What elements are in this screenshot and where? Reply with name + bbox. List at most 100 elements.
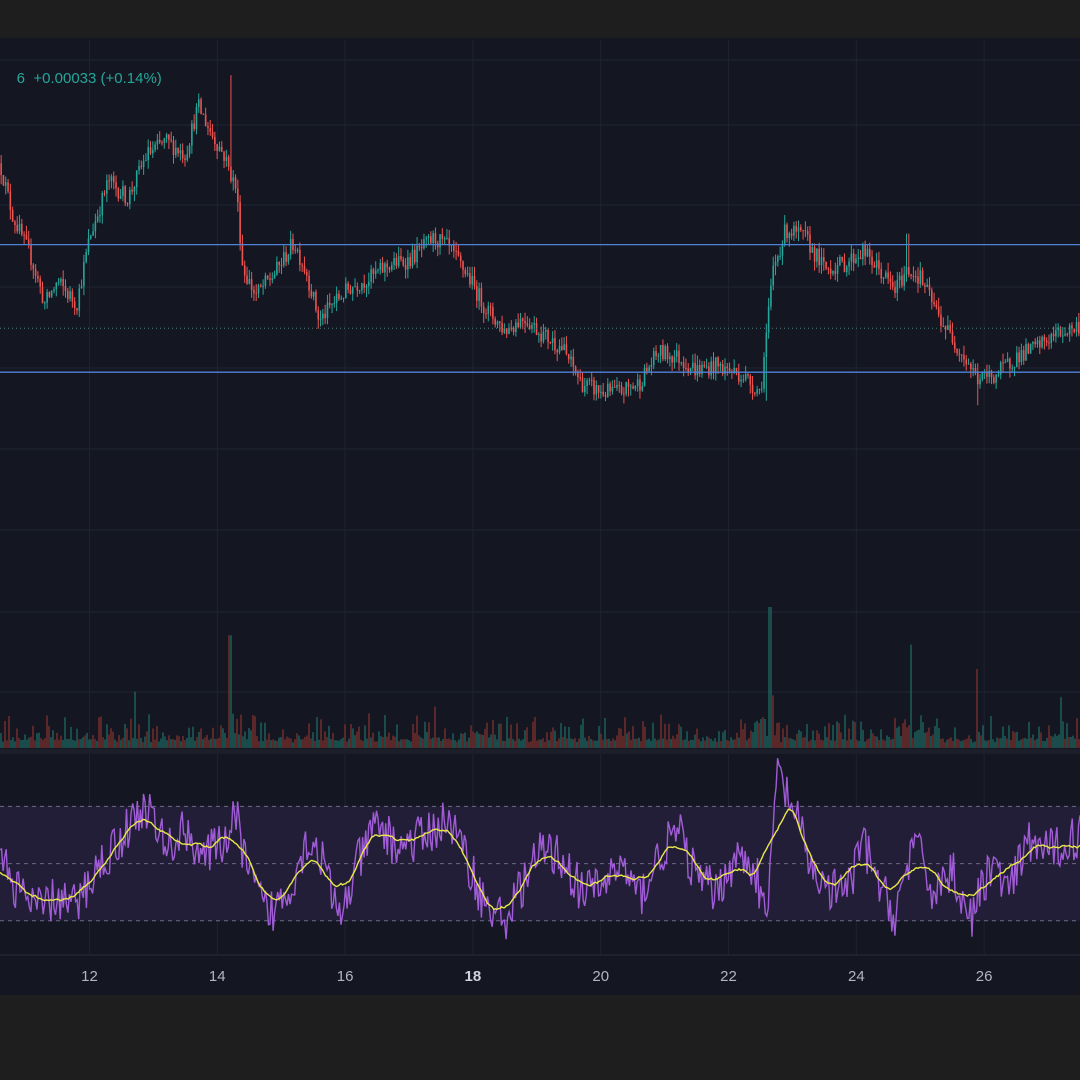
volume-bar: [158, 741, 160, 748]
candle-body: [572, 356, 575, 367]
horizontal-lines[interactable]: [0, 243, 1080, 373]
candle-body: [179, 150, 182, 154]
volume-bar: [880, 729, 882, 748]
candle-body: [735, 368, 738, 374]
volume-bar: [748, 738, 750, 748]
volume-bar: [32, 725, 34, 748]
candle-body: [115, 182, 117, 189]
candle-body: [1002, 362, 1004, 364]
candle-body: [825, 261, 827, 269]
candle-body: [62, 278, 64, 287]
candle-body: [620, 385, 623, 394]
candle-body: [427, 236, 430, 238]
candle-body: [1048, 342, 1050, 344]
volume-bar: [644, 726, 646, 748]
candle-body: [590, 379, 593, 381]
volume-bar: [946, 739, 948, 748]
candle-body: [648, 367, 650, 372]
time-axis[interactable]: 12 14 16 18 20 22 24 26: [81, 968, 992, 985]
candle-body: [848, 261, 850, 267]
candle-body: [726, 366, 729, 368]
volume-bar: [448, 738, 450, 748]
volume-bar: [164, 736, 166, 748]
candle-body: [827, 268, 830, 270]
candle-body: [1034, 341, 1036, 345]
candle-body: [34, 269, 37, 277]
candle-body: [993, 377, 995, 383]
volume-bar: [494, 734, 496, 748]
volume-bar: [326, 737, 328, 748]
volume-bar: [926, 731, 928, 748]
candle-body: [340, 298, 343, 300]
candle-body: [492, 307, 494, 319]
candle-body: [701, 364, 703, 374]
candle-body: [643, 367, 646, 387]
candle-body: [122, 186, 124, 197]
volume-bar: [1036, 738, 1038, 748]
volume-bar: [144, 736, 146, 748]
candle-body: [724, 366, 726, 374]
candle-body: [517, 322, 519, 328]
volume-bar: [522, 739, 524, 748]
volume-bar: [248, 727, 250, 748]
volume-bar: [1032, 734, 1034, 748]
candle-body: [200, 99, 202, 114]
candle-body: [1064, 333, 1066, 336]
volume-bar: [788, 738, 790, 748]
volume-bar: [204, 737, 206, 748]
candle-body: [234, 177, 237, 189]
candle-body: [712, 361, 715, 374]
volume-bar: [282, 729, 284, 748]
volume-bar: [22, 739, 24, 748]
candle-body: [880, 268, 883, 279]
volume-bar: [140, 737, 142, 748]
volume-bar: [206, 734, 208, 748]
candle-body: [89, 235, 92, 239]
volume-bar: [416, 715, 418, 748]
candle-body: [1075, 322, 1078, 333]
volume-bar: [680, 726, 682, 748]
volume-bar: [1040, 732, 1042, 748]
candle-body: [69, 291, 71, 299]
x-tick-label-12: 12: [81, 968, 98, 985]
volume-bar: [1060, 697, 1062, 748]
volume-bar: [122, 737, 124, 748]
volume-bar: [256, 735, 258, 748]
volume-bar: [824, 726, 826, 748]
candle-body: [804, 230, 807, 232]
candle-body: [168, 134, 170, 140]
candle-body: [1059, 327, 1062, 336]
volume-bar: [48, 725, 50, 748]
volume-bar: [120, 739, 122, 748]
volume-bar: [610, 740, 612, 748]
candle-body: [402, 259, 405, 266]
candle-body: [866, 248, 869, 257]
candle-body: [317, 310, 320, 320]
volume-bar: [518, 738, 520, 748]
volume-bar: [790, 738, 792, 748]
candle-body: [926, 284, 928, 287]
candle-body: [184, 158, 186, 160]
volume-bar: [1018, 740, 1020, 748]
volume-bar: [142, 741, 144, 748]
pane-separators[interactable]: [0, 749, 1080, 956]
candle-body: [349, 289, 352, 294]
volume-bar: [298, 735, 300, 748]
candle-body: [903, 274, 906, 286]
volume-bar: [962, 740, 964, 748]
volume-bar: [872, 733, 874, 748]
legend-change-percent: (+0.14%): [100, 70, 162, 87]
candle-body: [928, 284, 931, 291]
candle-body: [832, 270, 834, 274]
candle-body: [664, 346, 667, 360]
volume-bar: [952, 740, 954, 748]
volume-bar: [1024, 737, 1026, 748]
candle-body: [740, 379, 742, 382]
candle-body: [149, 147, 152, 154]
candle-body: [896, 280, 899, 293]
volume-bar: [562, 736, 564, 748]
volume-bar: [476, 731, 478, 748]
candle-body: [1036, 340, 1039, 345]
